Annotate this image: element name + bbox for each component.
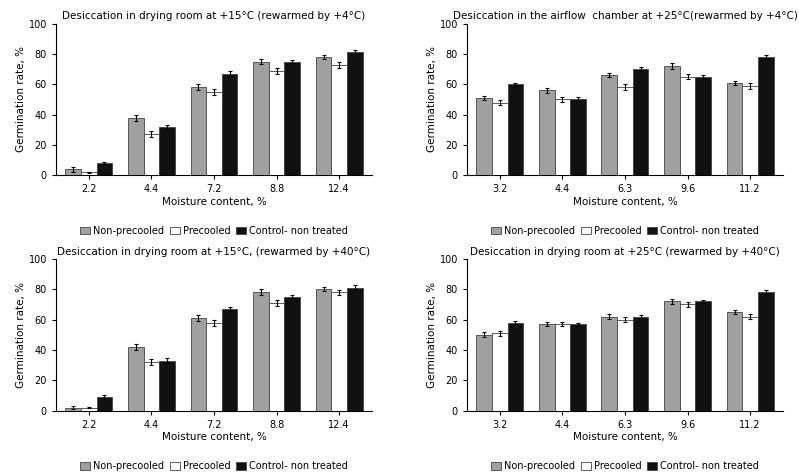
Bar — [97, 163, 113, 176]
Bar — [492, 102, 507, 176]
Legend: Non-precooled, Precooled, Control- non treated: Non-precooled, Precooled, Control- non t… — [81, 461, 348, 471]
Y-axis label: Germination rate, %: Germination rate, % — [16, 282, 26, 388]
Bar — [284, 61, 300, 176]
Bar — [347, 52, 363, 176]
Legend: Non-precooled, Precooled, Control- non treated: Non-precooled, Precooled, Control- non t… — [491, 226, 758, 236]
Bar — [758, 292, 773, 411]
Bar — [253, 292, 268, 411]
Bar — [507, 322, 523, 411]
Bar — [476, 98, 492, 176]
Bar — [492, 333, 507, 411]
Bar — [66, 169, 81, 176]
Title: Desiccation in the airflow  chamber at +25°C(rewarmed by +4°C): Desiccation in the airflow chamber at +2… — [452, 11, 797, 21]
Bar — [507, 84, 523, 176]
Bar — [695, 77, 711, 176]
Bar — [664, 66, 680, 176]
Bar — [695, 301, 711, 411]
Bar — [617, 87, 633, 176]
Bar — [332, 292, 347, 411]
Bar — [680, 304, 695, 411]
Bar — [206, 92, 222, 176]
Bar — [602, 317, 617, 411]
Bar — [268, 303, 284, 411]
Bar — [476, 335, 492, 411]
Bar — [539, 324, 555, 411]
Bar — [570, 100, 586, 176]
Bar — [726, 312, 742, 411]
Bar — [206, 322, 222, 411]
Bar — [222, 309, 237, 411]
Title: Desiccation in drying room at +15°C, (rewarmed by +40°C): Desiccation in drying room at +15°C, (re… — [58, 247, 371, 257]
Bar — [81, 408, 97, 411]
Bar — [602, 75, 617, 176]
Bar — [144, 135, 159, 176]
Bar — [190, 87, 206, 176]
Bar — [190, 318, 206, 411]
Bar — [97, 397, 113, 411]
Bar — [633, 317, 649, 411]
Bar — [332, 65, 347, 176]
Bar — [726, 83, 742, 176]
Bar — [539, 90, 555, 176]
Bar — [316, 289, 332, 411]
Bar — [316, 57, 332, 176]
Bar — [144, 362, 159, 411]
Title: Desiccation in drying room at +15°C (rewarmed by +4°C): Desiccation in drying room at +15°C (rew… — [62, 11, 366, 21]
X-axis label: Moisture content, %: Moisture content, % — [161, 197, 266, 207]
Bar — [347, 288, 363, 411]
Bar — [555, 324, 570, 411]
Y-axis label: Germination rate, %: Germination rate, % — [427, 46, 437, 152]
Title: Desiccation in drying room at +25°C (rewarmed by +40°C): Desiccation in drying room at +25°C (rew… — [470, 247, 780, 257]
Legend: Non-precooled, Precooled, Control- non treated: Non-precooled, Precooled, Control- non t… — [81, 226, 348, 236]
Bar — [159, 361, 175, 411]
Bar — [742, 317, 758, 411]
X-axis label: Moisture content, %: Moisture content, % — [573, 432, 678, 442]
Bar — [633, 69, 649, 176]
Bar — [128, 347, 144, 411]
Bar — [555, 100, 570, 176]
Y-axis label: Germination rate, %: Germination rate, % — [16, 46, 26, 152]
Bar — [222, 74, 237, 176]
Bar — [284, 297, 300, 411]
Bar — [680, 77, 695, 176]
Y-axis label: Germination rate, %: Germination rate, % — [427, 282, 437, 388]
Bar — [268, 71, 284, 176]
Bar — [664, 301, 680, 411]
Bar — [81, 172, 97, 176]
Bar — [128, 118, 144, 176]
Bar — [66, 408, 81, 411]
Bar — [159, 127, 175, 176]
X-axis label: Moisture content, %: Moisture content, % — [161, 432, 266, 442]
X-axis label: Moisture content, %: Moisture content, % — [573, 197, 678, 207]
Bar — [758, 57, 773, 176]
Bar — [742, 86, 758, 176]
Bar — [570, 324, 586, 411]
Bar — [253, 61, 268, 176]
Bar — [617, 320, 633, 411]
Legend: Non-precooled, Precooled, Control- non treated: Non-precooled, Precooled, Control- non t… — [491, 461, 758, 471]
